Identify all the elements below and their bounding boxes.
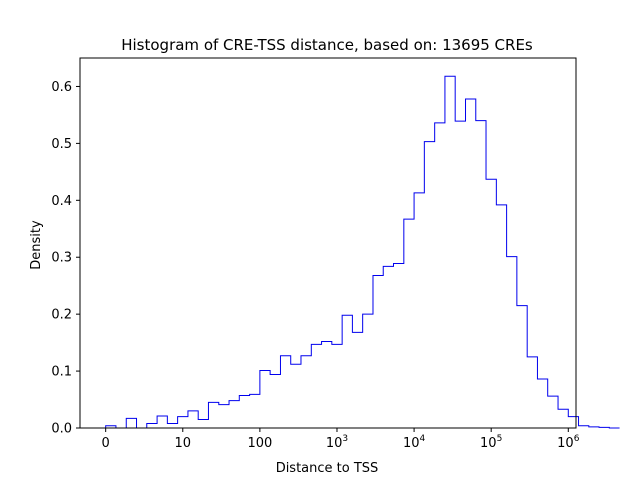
y-axis: 0.0 0.1 0.2 0.3 0.4 0.5 0.6 — [51, 80, 80, 437]
x-tick-label: 10 — [175, 436, 192, 451]
plot-frame — [79, 57, 577, 429]
y-tick-label: 0.5 — [51, 137, 72, 152]
x-tick-label: 104 — [403, 434, 426, 451]
histogram-step-line — [105, 75, 620, 429]
y-tick-label: 0.4 — [51, 194, 72, 209]
x-axis-label: Distance to TSS — [276, 461, 379, 476]
plot-area — [105, 75, 620, 429]
y-tick-label: 0.6 — [51, 80, 72, 95]
y-tick-label: 0.1 — [51, 365, 72, 380]
x-tick-label: 106 — [557, 434, 580, 451]
x-axis: 0 10 100 103 104 105 106 — [102, 428, 580, 451]
y-tick-label: 0.0 — [51, 422, 72, 437]
x-tick-label: 100 — [247, 436, 272, 451]
chart-title: Histogram of CRE-TSS distance, based on:… — [121, 36, 533, 54]
x-tick-label: 105 — [480, 434, 502, 451]
x-tick-label: 103 — [326, 434, 348, 451]
y-axis-label: Density — [29, 220, 44, 270]
y-tick-label: 0.2 — [51, 308, 72, 323]
x-tick-label: 0 — [102, 436, 110, 451]
y-tick-label: 0.3 — [51, 251, 72, 266]
